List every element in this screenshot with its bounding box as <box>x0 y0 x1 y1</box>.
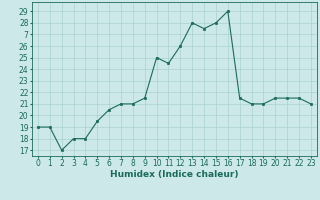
X-axis label: Humidex (Indice chaleur): Humidex (Indice chaleur) <box>110 170 239 179</box>
